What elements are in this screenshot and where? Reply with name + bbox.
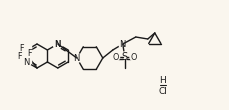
- Circle shape: [119, 40, 127, 48]
- Text: O: O: [131, 52, 137, 61]
- Text: F: F: [17, 51, 21, 61]
- Text: F: F: [20, 43, 24, 52]
- Circle shape: [130, 53, 138, 61]
- Circle shape: [120, 52, 130, 62]
- Circle shape: [72, 53, 81, 62]
- Text: O: O: [113, 52, 119, 61]
- Text: N: N: [55, 39, 61, 49]
- Circle shape: [53, 39, 62, 49]
- Text: Cl: Cl: [158, 86, 167, 95]
- Circle shape: [53, 39, 62, 49]
- Text: F: F: [27, 49, 31, 58]
- Text: N: N: [120, 39, 126, 49]
- Circle shape: [112, 53, 120, 61]
- Circle shape: [22, 58, 31, 67]
- Text: N: N: [55, 39, 61, 49]
- Text: S: S: [122, 52, 128, 62]
- Text: N: N: [74, 53, 80, 62]
- Bar: [9, 45, 31, 63]
- Text: N: N: [23, 58, 30, 67]
- Text: H: H: [160, 75, 166, 84]
